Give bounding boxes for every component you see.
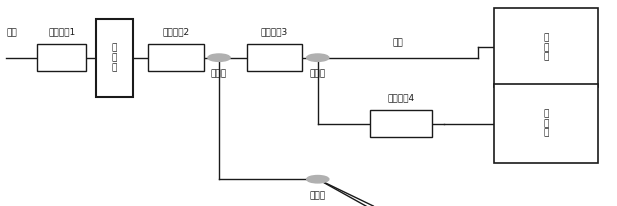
Text: 光纤: 光纤 (392, 38, 404, 47)
Bar (494, 8, 598, 87)
Bar (494, 84, 598, 163)
Text: 夹持位置4: 夹持位置4 (387, 93, 415, 102)
Circle shape (307, 176, 329, 183)
Text: 接
收
端: 接 收 端 (544, 109, 549, 138)
Text: 分路器: 分路器 (310, 191, 326, 200)
Bar (370, 110, 432, 137)
Text: 接
收
端: 接 收 端 (544, 33, 549, 62)
Text: 夹持位置1: 夹持位置1 (48, 27, 75, 36)
Circle shape (208, 54, 230, 61)
Text: 分路器: 分路器 (310, 70, 326, 79)
Text: 发
射
端: 发 射 端 (112, 43, 117, 72)
Bar (148, 44, 204, 71)
Bar (247, 44, 302, 71)
Text: 夹持位置3: 夹持位置3 (261, 27, 288, 36)
Bar (96, 19, 133, 97)
Bar (37, 44, 86, 71)
Text: 分路器: 分路器 (211, 70, 227, 79)
Circle shape (307, 54, 329, 61)
Text: 光纤: 光纤 (6, 28, 17, 37)
Text: 夹持位置2: 夹持位置2 (162, 27, 189, 36)
